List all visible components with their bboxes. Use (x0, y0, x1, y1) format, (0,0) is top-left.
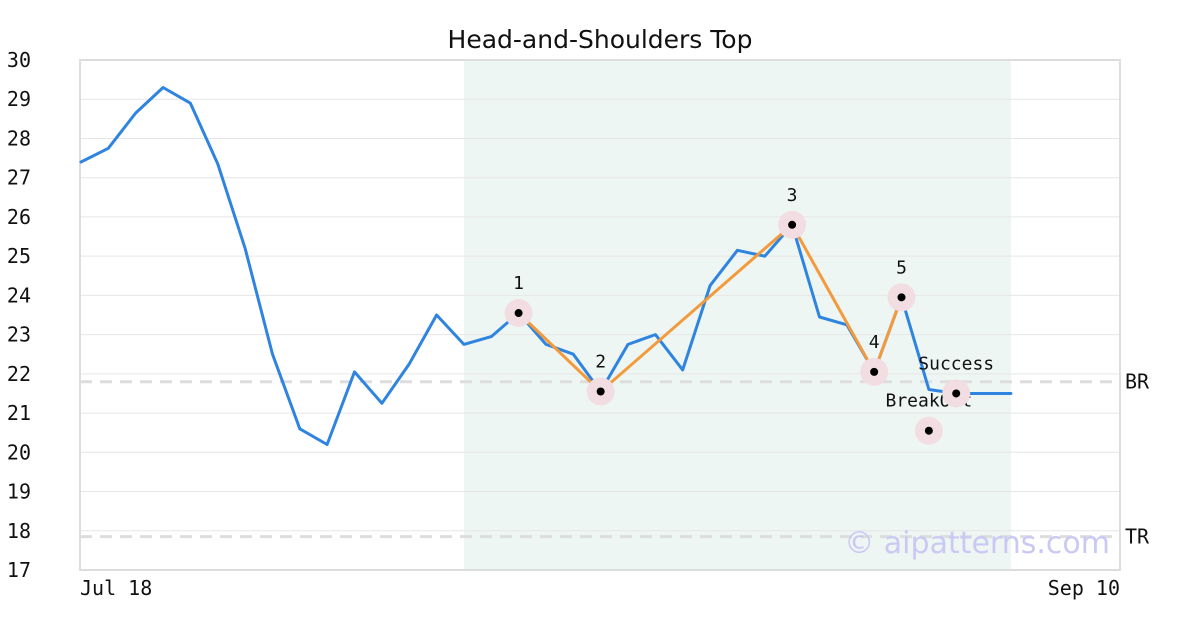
y-tick-label: 29 (7, 87, 31, 111)
pattern-point-3 (788, 220, 797, 229)
y-tick-label: 19 (7, 480, 31, 504)
pattern-point-2 (596, 387, 605, 396)
y-tick-label: 17 (7, 558, 31, 582)
pattern-layer: 1 2 3 4 5 (504, 185, 916, 406)
y-tick-label: 28 (7, 126, 31, 150)
highlight-layer (463, 60, 1011, 570)
pattern-point-label-4: 4 (869, 332, 880, 353)
y-tick-label: 18 (7, 519, 31, 543)
breakout-marker (924, 426, 933, 435)
success-label: Success (918, 353, 994, 374)
y-tick-label: 21 (7, 401, 31, 425)
success-marker (952, 389, 961, 398)
reference-label-tr: TR (1125, 525, 1150, 549)
pattern-point-label-5: 5 (896, 257, 907, 278)
pattern-point-label-3: 3 (787, 185, 798, 206)
pattern-point-4 (870, 367, 879, 376)
reference-label-br: BR (1125, 370, 1150, 394)
pattern-point-1 (514, 309, 523, 318)
plot-border (79, 59, 1121, 571)
chart-title: Head-and-Shoulders Top (448, 25, 753, 54)
y-tick-label: 23 (7, 323, 31, 347)
y-tick-label: 25 (7, 244, 31, 268)
grid-layer (80, 98, 1120, 532)
pattern-highlight-region (463, 60, 1011, 570)
pattern-point-label-2: 2 (595, 352, 606, 373)
y-tick-label: 30 (7, 48, 31, 72)
y-tick-label: 27 (7, 166, 31, 190)
pattern-point-5 (897, 293, 906, 302)
x-tick-label-start: Jul 18 (80, 576, 152, 600)
y-tick-label: 24 (7, 283, 31, 307)
y-tick-label: 26 (7, 205, 31, 229)
x-tick-label-end: Sep 10 (1048, 576, 1120, 600)
pattern-point-label-1: 1 (513, 273, 524, 294)
watermark: © aipatterns.com (844, 526, 1110, 561)
y-tick-label: 20 (7, 440, 31, 464)
y-tick-label: 22 (7, 362, 31, 386)
